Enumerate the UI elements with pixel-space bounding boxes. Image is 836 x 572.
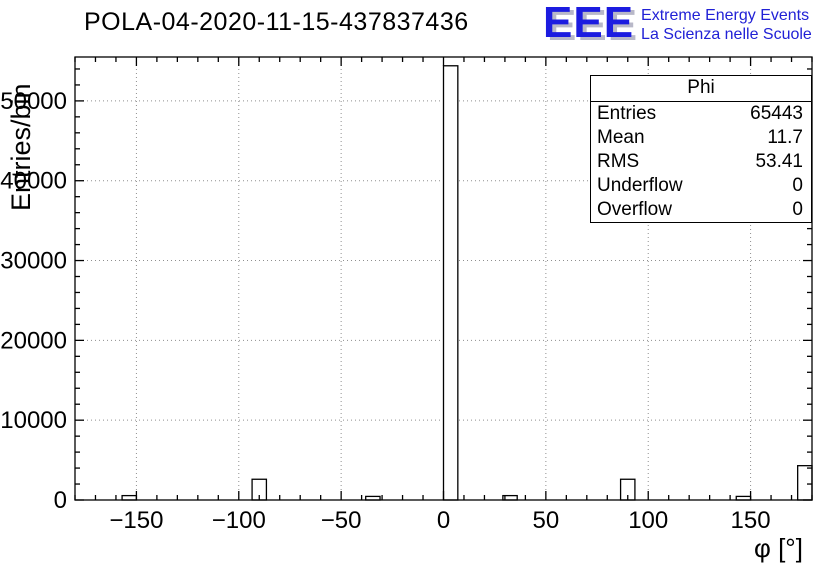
stats-label: Entries bbox=[597, 103, 657, 124]
x-axis-label: φ [°] bbox=[754, 533, 803, 563]
svg-text:−100: −100 bbox=[212, 507, 266, 534]
svg-text:40000: 40000 bbox=[0, 168, 67, 195]
stats-value: 0 bbox=[792, 199, 803, 220]
eee-logo-line2: La Scienza nelle Scuole bbox=[641, 26, 812, 43]
svg-text:−150: −150 bbox=[109, 507, 163, 534]
svg-text:10000: 10000 bbox=[0, 407, 67, 434]
plot-title: POLA-04-2020-11-15-437837436 bbox=[84, 8, 469, 36]
stats-box: Phi Entries 65443 Mean 11.7 RMS 53.41 Un… bbox=[590, 75, 812, 223]
axis-ticks bbox=[74, 57, 813, 501]
stats-row: Entries 65443 bbox=[591, 102, 811, 126]
stats-label: Mean bbox=[597, 127, 645, 148]
eee-logo: EEE Extreme Energy Events La Scienza nel… bbox=[543, 0, 812, 47]
svg-text:20000: 20000 bbox=[0, 327, 67, 354]
svg-text:150: 150 bbox=[731, 507, 771, 534]
stats-label: Underflow bbox=[597, 175, 683, 196]
stats-row: Underflow 0 bbox=[591, 174, 811, 198]
stats-row: Mean 11.7 bbox=[591, 126, 811, 150]
y-axis-label: Entries/bin bbox=[6, 83, 36, 211]
y-tick-labels: 0 10000 20000 30000 40000 50000 bbox=[0, 88, 67, 514]
stats-value: 53.41 bbox=[755, 151, 803, 172]
svg-text:30000: 30000 bbox=[0, 248, 67, 275]
svg-text:50: 50 bbox=[533, 507, 560, 534]
stats-value: 65443 bbox=[750, 103, 803, 124]
stats-label: Overflow bbox=[597, 199, 672, 220]
stats-value: 11.7 bbox=[767, 127, 803, 148]
histogram-bar bbox=[442, 65, 459, 501]
stats-row: RMS 53.41 bbox=[591, 150, 811, 174]
histogram-bar bbox=[121, 494, 138, 501]
svg-text:0: 0 bbox=[54, 487, 67, 514]
svg-text:50000: 50000 bbox=[0, 88, 67, 115]
eee-logo-subtitle: Extreme Energy Events La Scienza nelle S… bbox=[641, 4, 812, 44]
eee-logo-line1: Extreme Energy Events bbox=[641, 7, 810, 24]
svg-text:100: 100 bbox=[628, 507, 668, 534]
x-tick-labels: −150 −100 −50 0 50 100 150 bbox=[109, 507, 770, 534]
svg-text:0: 0 bbox=[437, 507, 450, 534]
stats-row: Overflow 0 bbox=[591, 198, 811, 222]
stats-label: RMS bbox=[597, 151, 640, 172]
histogram-bar bbox=[797, 465, 813, 501]
stats-value: 0 bbox=[792, 175, 803, 196]
stats-box-title: Phi bbox=[591, 76, 811, 102]
eee-logo-text: EEE bbox=[543, 0, 635, 47]
svg-text:−50: −50 bbox=[321, 507, 362, 534]
